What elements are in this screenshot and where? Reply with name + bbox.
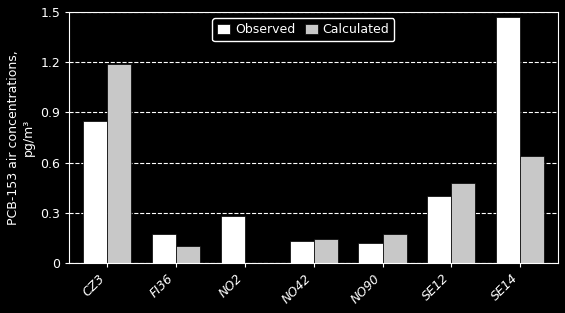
Y-axis label: PCB-153 air concentrations,
pg/m³: PCB-153 air concentrations, pg/m³: [7, 50, 35, 225]
Bar: [107, 64, 131, 263]
Legend: Observed, Calculated: Observed, Calculated: [212, 18, 394, 41]
Bar: [383, 234, 407, 263]
Bar: [152, 234, 176, 263]
Bar: [290, 241, 314, 263]
Bar: [520, 156, 544, 263]
Bar: [83, 121, 107, 263]
Bar: [451, 182, 476, 263]
Bar: [358, 243, 383, 263]
Bar: [221, 216, 245, 263]
Bar: [427, 196, 451, 263]
Bar: [314, 239, 338, 263]
Bar: [176, 246, 200, 263]
Bar: [496, 17, 520, 263]
